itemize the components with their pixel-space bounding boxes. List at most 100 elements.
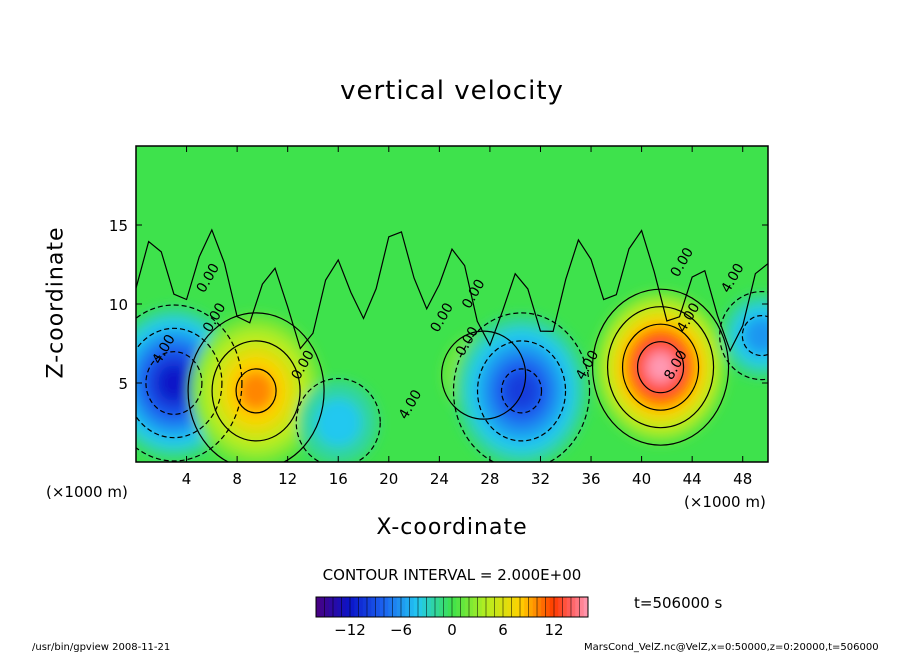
colorbar-cell bbox=[537, 597, 542, 617]
y-ticks: 5 10 15 bbox=[109, 217, 768, 393]
colorbar-cell bbox=[494, 597, 500, 617]
chart-title: vertical velocity bbox=[340, 76, 564, 106]
colorbar-cell bbox=[545, 597, 551, 617]
colorbar-tick-label: 0 bbox=[447, 621, 457, 639]
contour-0-5 bbox=[145, 351, 203, 415]
x-tick-label: 28 bbox=[480, 470, 499, 488]
x-tick-label: 8 bbox=[232, 470, 242, 488]
colorbar-cell bbox=[447, 597, 453, 617]
colorbar-cell bbox=[528, 597, 534, 617]
colorbar-cell bbox=[388, 597, 393, 617]
colorbar-cell bbox=[354, 597, 359, 617]
colorbar-cell bbox=[396, 597, 402, 617]
colorbar-cell bbox=[426, 597, 432, 617]
field-blob-1-5 bbox=[238, 370, 275, 411]
colorbar-tick-label: 12 bbox=[544, 621, 563, 639]
colorbar-cell bbox=[554, 597, 559, 617]
x-tick-label: 24 bbox=[430, 470, 449, 488]
colorbar-cell bbox=[392, 597, 398, 617]
zero-contour bbox=[136, 228, 768, 353]
x-tick-label: 20 bbox=[379, 470, 398, 488]
colorbar-cell bbox=[473, 597, 478, 617]
colorbar-cell bbox=[439, 597, 444, 617]
contour-3-5 bbox=[500, 368, 543, 414]
colorbar-cell bbox=[430, 597, 436, 617]
x-tick-label: 12 bbox=[278, 470, 297, 488]
colorbar-cell bbox=[511, 597, 517, 617]
x-axis-label: X-coordinate bbox=[376, 515, 528, 540]
x-unit-right: (×1000 m) bbox=[684, 493, 766, 511]
field-blob-3-5 bbox=[503, 370, 540, 411]
contour-4-7 bbox=[636, 341, 685, 394]
x-ticks: 4 8 12 16 20 24 28 32 36 40 44 48 bbox=[182, 146, 752, 488]
colorbar-tick-label: 6 bbox=[498, 621, 508, 639]
field-blobs bbox=[136, 291, 768, 462]
colorbar-cell bbox=[515, 597, 521, 617]
contour-4-5 bbox=[621, 323, 700, 411]
contour-3-3 bbox=[476, 340, 567, 442]
contour-4-3 bbox=[606, 306, 715, 429]
time-label: t=506000 s bbox=[634, 594, 723, 612]
colorbar-cell bbox=[384, 597, 389, 617]
x-tick-label: 36 bbox=[581, 470, 600, 488]
x-tick-label: 48 bbox=[733, 470, 752, 488]
colorbar-cell bbox=[367, 597, 372, 617]
contour-5-1 bbox=[719, 291, 768, 381]
colorbar-tick-label: −12 bbox=[334, 621, 366, 639]
colorbar-cell bbox=[477, 597, 483, 617]
contour-lines bbox=[136, 228, 768, 462]
colorbar-cell bbox=[481, 597, 487, 617]
colorbar-cell bbox=[362, 597, 368, 617]
colorbar-cell bbox=[413, 597, 419, 617]
contour-1-5 bbox=[235, 368, 277, 414]
y-axis-label: Z-coordinate bbox=[43, 226, 69, 379]
colorbar-cell bbox=[558, 597, 563, 617]
colorbar-cell bbox=[320, 597, 325, 617]
x-unit-left: (×1000 m) bbox=[46, 483, 128, 501]
colorbar-cell bbox=[503, 597, 508, 617]
contour-1-1 bbox=[187, 312, 325, 462]
colorbar-cell bbox=[571, 597, 576, 617]
colorbar-cell bbox=[371, 597, 376, 617]
plot-field bbox=[136, 146, 768, 462]
colorbar-tick-label: −6 bbox=[390, 621, 412, 639]
colorbar-cell bbox=[324, 597, 330, 617]
colorbar-cell bbox=[562, 597, 568, 617]
colorbar-cell bbox=[464, 597, 470, 617]
footer-right: MarsCond_VelZ.nc@VelZ,x=0:50000,z=0:2000… bbox=[584, 642, 879, 653]
contour-4-1 bbox=[591, 288, 730, 446]
colorbar-cell bbox=[486, 597, 491, 617]
colorbar-cell bbox=[401, 597, 406, 617]
colorbar-cell bbox=[575, 597, 580, 617]
colorbar-cell bbox=[375, 597, 381, 617]
contour-2-1 bbox=[441, 330, 527, 420]
colorbar-cell bbox=[579, 597, 585, 617]
contour-3-1 bbox=[452, 312, 591, 462]
colorbar-cell bbox=[409, 597, 415, 617]
footer-left: /usr/bin/gpview 2008-11-21 bbox=[32, 642, 171, 653]
colorbar-cell bbox=[532, 597, 538, 617]
colorbar-cell bbox=[337, 597, 342, 617]
colorbar-cell bbox=[456, 597, 461, 617]
colorbar-cell bbox=[566, 597, 572, 617]
colorbar-cell bbox=[316, 597, 321, 617]
contour-6-1 bbox=[295, 377, 381, 462]
colorbar-cell bbox=[345, 597, 351, 617]
colorbar-cell bbox=[341, 597, 347, 617]
colorbar-cell bbox=[379, 597, 385, 617]
field-blob-0-6 bbox=[157, 365, 190, 401]
field-blob-6-2 bbox=[315, 398, 362, 447]
colorbar: −12 −6 0 6 12 bbox=[315, 596, 589, 639]
colorbar-cell bbox=[350, 597, 355, 617]
x-tick-label: 16 bbox=[329, 470, 348, 488]
field-blob-5-3 bbox=[744, 317, 768, 354]
colorbar-cell bbox=[435, 597, 440, 617]
x-tick-label: 44 bbox=[683, 470, 702, 488]
colorbar-cell bbox=[507, 597, 512, 617]
colorbar-cell bbox=[498, 597, 504, 617]
colorbar-cell bbox=[405, 597, 410, 617]
field-blob-4-8 bbox=[647, 352, 675, 382]
colorbar-cell bbox=[422, 597, 427, 617]
contour-0-3 bbox=[136, 327, 223, 439]
